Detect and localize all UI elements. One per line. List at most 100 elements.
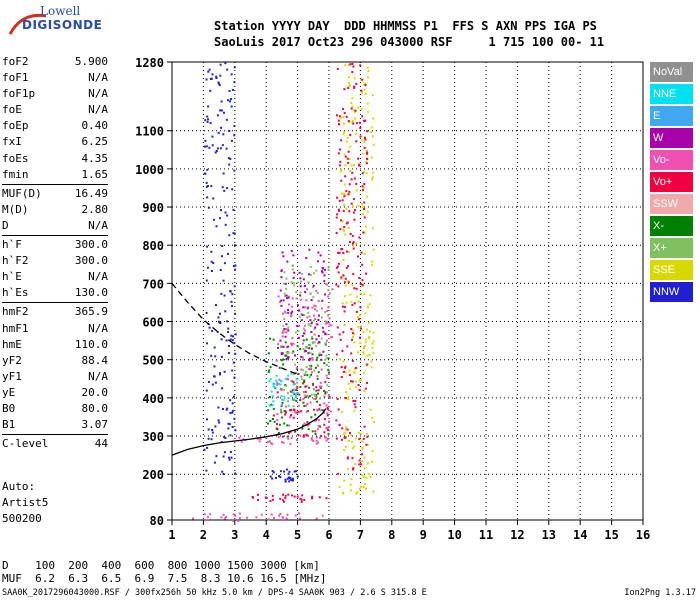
echo-point xyxy=(351,304,354,307)
echo-point xyxy=(283,470,286,473)
param-name: B0 xyxy=(2,401,16,415)
echo-point xyxy=(363,183,366,186)
echo-point xyxy=(311,306,314,309)
echo-point xyxy=(206,184,209,187)
echo-point xyxy=(297,336,300,339)
echo-point xyxy=(260,513,263,516)
echo-point xyxy=(283,282,286,285)
echo-point xyxy=(307,306,310,309)
echo-point xyxy=(285,411,288,414)
echo-point xyxy=(299,277,302,280)
echo-point xyxy=(325,357,328,360)
echo-point xyxy=(324,333,327,336)
echo-point xyxy=(214,355,217,358)
echo-point xyxy=(359,342,362,345)
echo-point xyxy=(217,81,220,84)
echo-point xyxy=(335,437,338,440)
echo-point xyxy=(300,410,303,413)
echo-point xyxy=(233,134,236,137)
echo-point xyxy=(286,513,289,516)
echo-point xyxy=(313,369,316,372)
echo-point xyxy=(294,411,297,414)
echo-point xyxy=(296,367,299,370)
echo-point xyxy=(353,409,356,412)
param-row: foF2 5.900 xyxy=(2,54,170,70)
echo-point xyxy=(227,427,230,430)
y-tick-label: 300 xyxy=(142,430,164,444)
echo-point xyxy=(342,274,345,277)
x-tick-label: 1 xyxy=(168,528,175,542)
echo-point xyxy=(351,205,354,208)
echo-point xyxy=(315,345,318,348)
echo-point xyxy=(352,467,355,470)
echo-point xyxy=(264,496,267,499)
echo-point xyxy=(341,199,344,202)
echo-point xyxy=(342,432,345,435)
echo-point xyxy=(317,441,320,444)
echo-point xyxy=(280,269,283,272)
echo-point xyxy=(340,192,343,195)
echo-point xyxy=(317,334,320,337)
echo-point xyxy=(314,366,317,369)
echo-point xyxy=(360,78,363,81)
echo-point xyxy=(278,366,281,369)
echo-point xyxy=(255,516,258,519)
echo-point xyxy=(344,175,347,178)
echo-point xyxy=(271,404,274,407)
echo-point xyxy=(349,387,352,390)
echo-point xyxy=(327,371,330,374)
echo-point xyxy=(289,476,292,479)
echo-point xyxy=(305,338,308,341)
echo-point xyxy=(234,264,237,267)
param-name: foF1p xyxy=(2,87,36,101)
echo-point xyxy=(282,329,285,332)
legend-item: NoVal xyxy=(650,62,693,82)
echo-point xyxy=(355,366,358,369)
echo-point xyxy=(289,442,292,445)
echo-point xyxy=(207,380,210,383)
echo-point xyxy=(209,513,212,516)
echo-point xyxy=(318,385,321,388)
echo-point xyxy=(272,385,275,388)
echo-point xyxy=(347,226,350,229)
echo-point xyxy=(286,297,289,300)
echo-point xyxy=(342,331,345,334)
echo-point xyxy=(343,204,346,207)
echo-point xyxy=(358,314,361,317)
echo-point xyxy=(372,340,375,343)
echo-point xyxy=(268,380,271,383)
echo-point xyxy=(360,89,363,92)
echo-point xyxy=(349,169,352,172)
echo-point xyxy=(290,372,293,375)
echo-point xyxy=(213,461,216,464)
echo-point xyxy=(361,185,364,188)
echo-point xyxy=(360,91,363,94)
echo-point xyxy=(323,268,326,271)
echo-point xyxy=(372,490,375,493)
echo-point xyxy=(363,475,366,478)
echo-point xyxy=(310,322,313,325)
echo-point xyxy=(276,381,279,384)
echo-point xyxy=(298,512,301,515)
echo-point xyxy=(317,389,320,392)
echo-point xyxy=(361,263,364,266)
echo-point xyxy=(278,383,281,386)
distance-row: D 100 200 400 600 800 1000 1500 3000 [km… xyxy=(2,559,320,572)
echo-point xyxy=(226,187,229,190)
echo-point xyxy=(365,272,368,275)
echo-point xyxy=(219,147,222,150)
echo-point xyxy=(320,409,323,412)
echo-point xyxy=(343,226,346,229)
echo-point xyxy=(282,324,285,327)
echo-point xyxy=(340,438,343,441)
echo-point xyxy=(270,442,273,445)
param-row: foE N/A xyxy=(2,102,170,118)
echo-point xyxy=(366,102,369,105)
echo-point xyxy=(283,292,286,295)
echo-point xyxy=(279,289,282,292)
echo-point xyxy=(228,423,231,426)
echo-point xyxy=(371,94,374,97)
param-value: 20.0 xyxy=(81,385,109,399)
param-row: hmF1 N/A xyxy=(2,321,170,337)
echo-point xyxy=(292,405,295,408)
